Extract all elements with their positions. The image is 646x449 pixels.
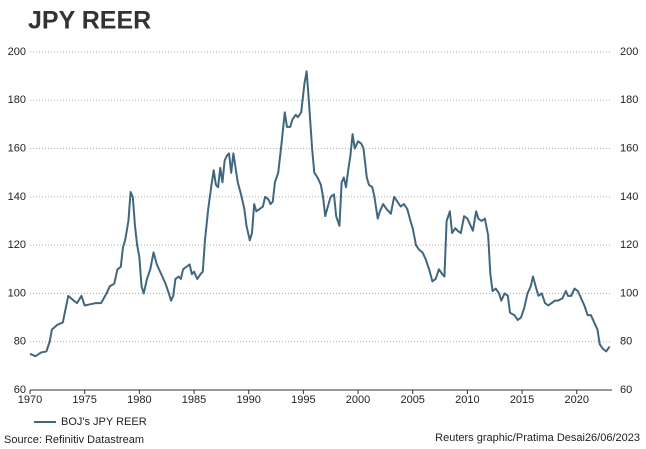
- y2-tick-label: 60: [620, 384, 632, 396]
- y-tick-label: 120: [8, 239, 26, 251]
- source: Source: Refinitiv Datastream: [4, 434, 144, 446]
- x-tick-label: 2010: [455, 394, 479, 406]
- legend-label: BOJ's JPY REER: [61, 416, 147, 428]
- y-tick-label: 100: [8, 287, 26, 299]
- data-line: [29, 70, 611, 358]
- chart-title: JPY REER: [28, 7, 151, 35]
- x-tick-label: 1990: [236, 394, 260, 406]
- y-tick-label: 180: [8, 94, 26, 106]
- y-tick-label: 80: [14, 336, 26, 348]
- y2-tick-label: 80: [620, 336, 632, 348]
- y2-tick-label: 140: [620, 191, 638, 203]
- y-tick-label: 140: [8, 191, 26, 203]
- x-tick-label: 1975: [72, 394, 96, 406]
- x-tick-label: 1980: [127, 394, 151, 406]
- y-tick-label: 160: [8, 142, 26, 154]
- y-tick-label: 200: [8, 46, 26, 58]
- x-tick-label: 1985: [182, 394, 206, 406]
- credit: Reuters graphic/Pratima Desai26/06/2023: [435, 432, 640, 444]
- x-tick-label: 2020: [564, 394, 588, 406]
- y2-tick-label: 180: [620, 94, 638, 106]
- x-tick-label: 1995: [291, 394, 315, 406]
- x-tick-label: 2000: [346, 394, 370, 406]
- x-tick-label: 1970: [18, 394, 42, 406]
- y-tick-label: 60: [14, 384, 26, 396]
- y2-tick-label: 120: [620, 239, 638, 251]
- y2-tick-label: 160: [620, 142, 638, 154]
- x-tick-label: 2005: [400, 394, 424, 406]
- y2-tick-label: 100: [620, 287, 638, 299]
- y2-tick-label: 200: [620, 46, 638, 58]
- x-tick-label: 2015: [510, 394, 534, 406]
